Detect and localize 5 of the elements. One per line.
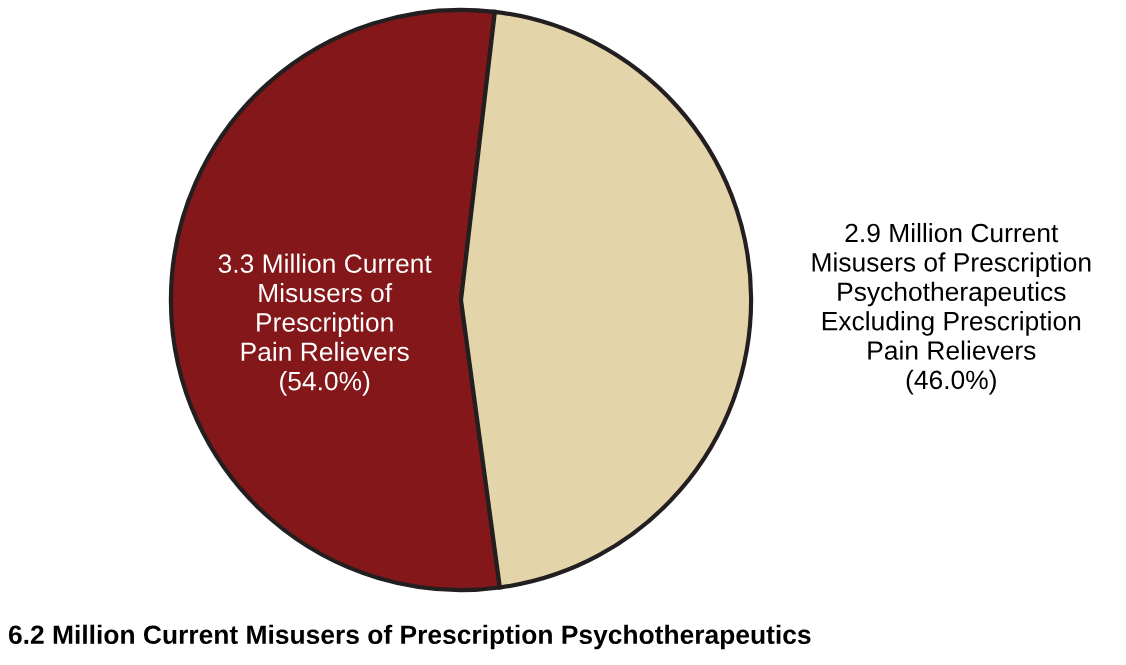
data-label: (46.0%)	[906, 369, 996, 395]
slice-label: 3.3 Million Current Misusers of Prescription Pain Relievers	[218, 253, 432, 362]
data-label: (54.0%)	[280, 371, 370, 396]
text: 6.2 Million Current Misusers of Prescription Psychotherapeutics	[8, 624, 811, 650]
slice-label: 2.9 Million Current Misusers of Prescription Psychotherapeutics Excluding Prescription Pain Relievers	[812, 222, 1091, 360]
